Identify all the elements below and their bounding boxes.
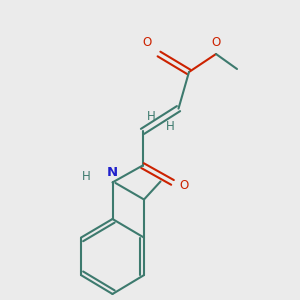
Text: H: H [82,170,91,184]
Text: O: O [179,178,189,192]
Text: O: O [212,36,220,49]
Text: H: H [147,110,155,124]
Text: N: N [107,166,118,179]
Text: H: H [166,119,175,133]
Text: O: O [142,36,152,49]
